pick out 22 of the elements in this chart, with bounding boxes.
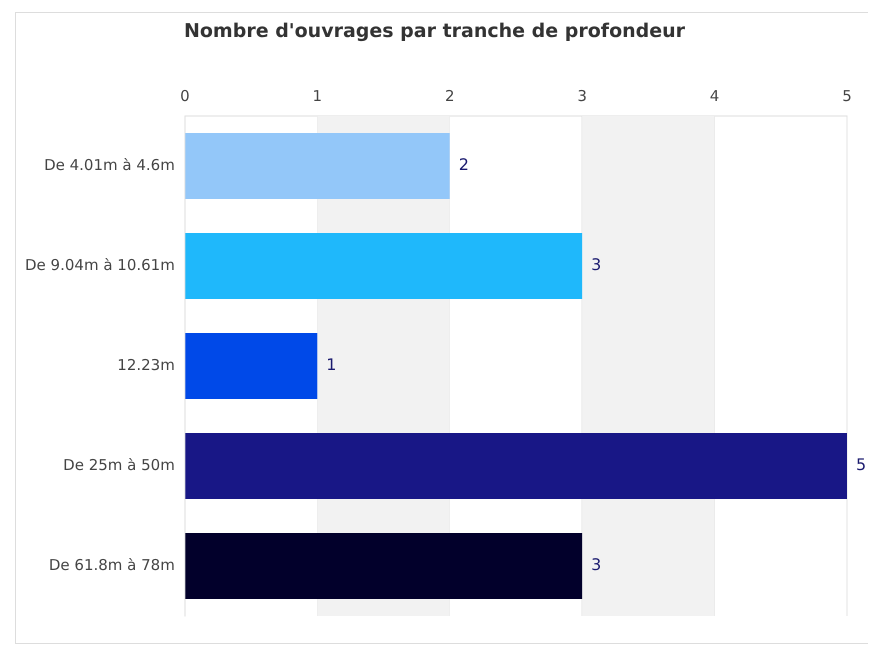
- data-label: 3: [591, 255, 602, 274]
- x-tick-label: 3: [577, 86, 587, 105]
- bar: [185, 533, 582, 599]
- x-tick-label: 5: [842, 86, 852, 105]
- y-tick-label: De 9.04m à 10.61m: [24, 256, 175, 274]
- y-tick-label: De 25m à 50m: [63, 456, 175, 474]
- y-tick-label: De 4.01m à 4.6m: [44, 156, 175, 174]
- y-tick-label: De 61.8m à 78m: [48, 556, 175, 574]
- data-label: 3: [591, 555, 602, 574]
- data-label: 2: [458, 155, 469, 174]
- bar: [185, 333, 318, 399]
- data-label: 1: [326, 355, 336, 374]
- bar: [185, 133, 450, 199]
- x-tick-label: 1: [312, 86, 322, 105]
- y-tick-label: 12.23m: [117, 356, 175, 374]
- bar: [185, 233, 582, 299]
- chart-title: Nombre d'ouvrages par tranche de profondeur: [182, 20, 686, 42]
- x-tick-label: 4: [710, 86, 720, 105]
- bar: [185, 433, 847, 499]
- x-tick-label: 0: [180, 86, 190, 105]
- data-label: 5: [856, 455, 866, 474]
- x-tick-label: 2: [444, 86, 454, 105]
